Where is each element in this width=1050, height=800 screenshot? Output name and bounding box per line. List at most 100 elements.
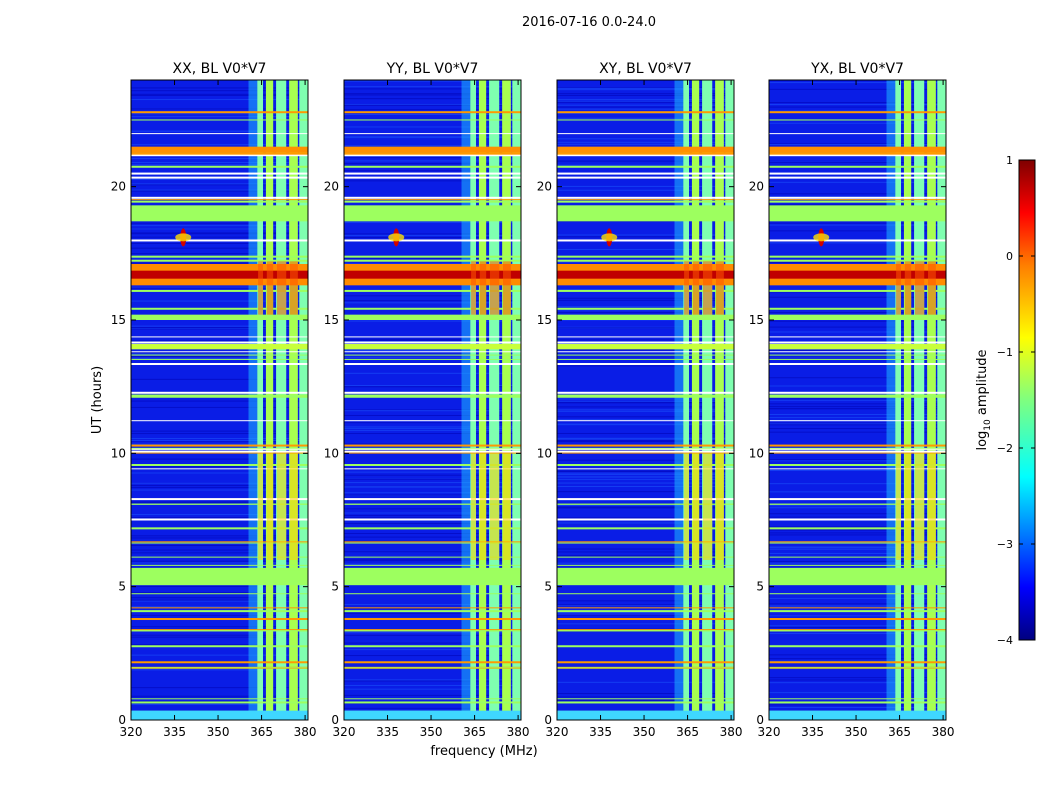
vertical-band	[914, 80, 925, 720]
rfi-stripe	[769, 444, 946, 447]
noise-streak	[769, 459, 946, 461]
y-tick-label: 15	[749, 313, 764, 327]
noise-streak	[131, 130, 308, 132]
noise-streak	[769, 106, 946, 108]
rfi-band	[344, 710, 521, 720]
noise-streak	[131, 228, 308, 230]
vertical-band	[478, 80, 487, 720]
rfi-stripe	[557, 259, 734, 262]
noise-streak	[769, 706, 946, 708]
rfi-stripe	[769, 255, 946, 258]
rfi-stripe	[769, 336, 946, 338]
noise-streak	[769, 431, 946, 433]
noise-streak	[344, 563, 521, 565]
noise-streak	[557, 507, 734, 509]
rfi-stripe	[557, 541, 734, 543]
noise-streak	[769, 529, 946, 531]
rfi-stripe	[557, 701, 734, 704]
noise-streak	[131, 669, 308, 671]
noise-streak	[769, 626, 946, 628]
vertical-band	[299, 80, 308, 720]
noise-streak	[557, 141, 734, 143]
noise-streak	[344, 163, 521, 165]
noise-streak	[769, 385, 946, 387]
transition-column	[886, 80, 896, 720]
noise-streak	[557, 437, 734, 439]
y-tick-label: 20	[111, 180, 126, 194]
noise-streak	[769, 460, 946, 462]
rfi-stripe	[131, 464, 308, 467]
rfi-stripe	[131, 645, 308, 648]
rfi-stripe	[769, 199, 946, 201]
noise-streak	[344, 103, 521, 105]
colorbar-tick-label: −1	[997, 346, 1013, 359]
y-tick-label: 5	[756, 580, 764, 594]
rfi-stripe	[769, 498, 946, 501]
noise-streak	[769, 398, 946, 400]
noise-streak	[344, 649, 521, 651]
rfi-patch	[489, 261, 500, 315]
rfi-stripe	[131, 607, 308, 609]
rfi-patch	[479, 261, 487, 315]
noise-streak	[769, 407, 946, 409]
rfi-stripe	[131, 527, 308, 530]
rfi-stripe	[344, 503, 521, 505]
noise-streak	[344, 409, 521, 411]
noise-streak	[769, 534, 946, 536]
colorbar-tick-label: −4	[997, 634, 1013, 647]
rfi-stripe	[131, 541, 308, 543]
rfi-stripe	[344, 391, 521, 394]
noise-streak	[557, 108, 734, 110]
vertical-band	[715, 80, 724, 720]
colorbar-label-log: log	[975, 431, 990, 451]
noise-streak	[769, 326, 946, 328]
rfi-band	[769, 314, 946, 320]
noise-streak	[557, 693, 734, 695]
noise-streak	[344, 494, 521, 496]
rfi-patch	[904, 453, 912, 560]
noise-streak	[557, 365, 734, 367]
noise-streak	[769, 222, 946, 224]
rfi-stripe	[131, 450, 308, 453]
noise-streak	[131, 517, 308, 519]
rfi-stripe	[769, 307, 946, 310]
noise-streak	[344, 237, 521, 239]
rfi-stripe	[344, 629, 521, 632]
rfi-stripe	[769, 541, 946, 543]
noise-streak	[344, 93, 521, 95]
rfi-patch	[928, 453, 936, 560]
rfi-patch	[896, 453, 902, 560]
noise-streak	[344, 263, 521, 265]
noise-streak	[557, 548, 734, 550]
noise-streak	[131, 438, 308, 440]
rfi-stripe	[557, 698, 734, 700]
noise-streak	[131, 236, 308, 238]
rfi-burst-halo	[813, 233, 830, 242]
noise-streak	[557, 327, 734, 329]
noise-streak	[131, 486, 308, 488]
colorbar-gradient	[1018, 159, 1036, 641]
rfi-stripe	[344, 564, 521, 566]
noise-streak	[344, 234, 521, 236]
rfi-stripe	[769, 172, 946, 175]
x-tick-label: 380	[507, 725, 530, 739]
x-tick-label: 350	[845, 725, 868, 739]
rfi-stripe	[769, 151, 946, 153]
noise-streak	[344, 88, 521, 90]
rfi-patch	[684, 453, 690, 560]
y-tick-label: 20	[537, 180, 552, 194]
noise-streak	[131, 614, 308, 616]
rfi-stripe	[131, 667, 308, 669]
rfi-stripe	[769, 289, 946, 292]
rfi-stripe	[344, 358, 521, 360]
noise-streak	[769, 320, 946, 322]
rfi-stripe	[769, 667, 946, 669]
rfi-stripe	[131, 358, 308, 360]
noise-streak	[131, 654, 308, 656]
noise-streak	[344, 478, 521, 480]
rfi-stripe	[557, 354, 734, 356]
noise-streak	[557, 604, 734, 606]
noise-streak	[557, 486, 734, 488]
rfi-stripe	[769, 527, 946, 530]
